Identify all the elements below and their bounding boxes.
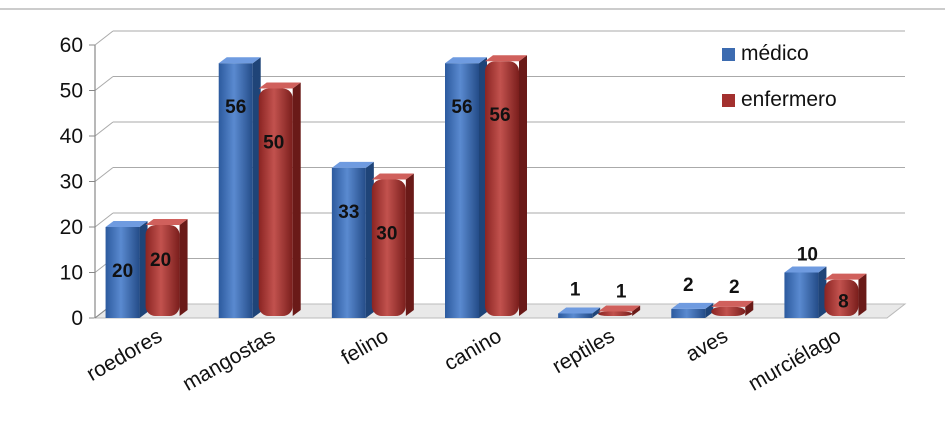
data-label: 56 [451, 97, 472, 118]
bar-enfermero-reptiles [598, 305, 641, 316]
y-tick-label: 10 [60, 262, 83, 285]
bar-top [105, 221, 148, 227]
data-label: 8 [838, 292, 849, 313]
data-label: 20 [150, 250, 171, 271]
legend-swatch [722, 94, 735, 107]
bar-side [745, 300, 754, 316]
bar-enfermero-aves [711, 300, 754, 316]
bar-front [784, 272, 819, 318]
bar-top [145, 219, 188, 225]
legend-label: médico [741, 42, 809, 65]
bar-top [558, 307, 601, 314]
bar-enfermero-murciélago [824, 273, 867, 316]
bar-top [671, 302, 714, 309]
bar-front [105, 227, 140, 318]
bar-front [331, 167, 366, 318]
bar-side [179, 219, 188, 316]
bar-side [858, 273, 867, 316]
bar-front [218, 63, 253, 319]
bar-enfermero-canino [485, 55, 527, 317]
bar-side [519, 55, 527, 316]
bar-médico-reptiles [558, 307, 601, 318]
bar-enfermero-mangostas [258, 82, 301, 316]
x-tick-label: felino [337, 324, 392, 369]
bar-side [632, 305, 641, 316]
y-tick-label: 20 [60, 216, 83, 239]
bars [105, 55, 867, 319]
legend: médico enfermero [722, 42, 837, 111]
bar-front [598, 311, 633, 316]
bar-top [598, 305, 641, 312]
bar-front [671, 308, 706, 318]
data-label: 33 [338, 202, 359, 223]
bar-front [558, 313, 593, 318]
data-label: 1 [616, 281, 627, 302]
bar-front [258, 88, 293, 316]
x-tick-label: aves [682, 324, 732, 366]
y-tick-label: 60 [60, 34, 83, 57]
x-tick-label: reptiles [549, 324, 619, 378]
gridline-depth [94, 167, 114, 182]
bar-front [711, 306, 746, 316]
gridline-depth [94, 121, 114, 137]
gridline-depth [94, 76, 114, 91]
legend-label: enfermero [741, 88, 837, 111]
bar-front [145, 225, 180, 316]
x-tick-label: mangostas [179, 324, 279, 395]
bar-médico-aves [671, 302, 714, 318]
y-tick-label: 0 [71, 307, 83, 330]
data-label: 30 [376, 224, 397, 245]
bar-side [405, 173, 414, 316]
bar-front [445, 63, 479, 319]
bar-side [292, 82, 301, 316]
bar-médico-canino [445, 57, 487, 319]
bar-front [824, 279, 859, 316]
bar-top [371, 173, 414, 180]
data-label: 56 [489, 105, 510, 126]
data-label: 2 [729, 277, 740, 298]
bar-top [485, 55, 527, 62]
bar-médico-murciélago [784, 266, 827, 318]
bar-médico-roedores [105, 221, 148, 318]
data-label: 50 [263, 133, 284, 154]
gridline-depth [94, 212, 114, 228]
data-label: 56 [225, 97, 246, 118]
x-tick-label: murciélago [744, 324, 844, 395]
y-axis-ticks: 0 10 20 30 40 50 60 [60, 34, 83, 330]
bar-top [824, 273, 867, 280]
data-labels: 20 20 56 50 33 30 56 56 1 1 2 2 10 8 [112, 97, 849, 312]
y-tick-label: 30 [60, 171, 83, 194]
bar-top [331, 161, 374, 168]
x-tick-label: canino [440, 324, 505, 375]
data-label: 2 [683, 275, 694, 296]
x-axis-ticks: roedores mangostas felino canino reptiles ave… [83, 324, 845, 395]
y-tick-label: 50 [60, 80, 83, 103]
y-tick-label: 40 [60, 125, 83, 148]
bar-top [711, 300, 754, 307]
data-label: 20 [112, 261, 133, 282]
bar-top [784, 266, 827, 273]
bar-front [371, 179, 406, 316]
x-tick-label: roedores [83, 324, 166, 385]
bar-top [258, 82, 301, 89]
bar-top [218, 57, 261, 64]
bar-médico-felino [331, 161, 374, 318]
bar-enfermero-felino [371, 173, 414, 316]
legend-swatch [722, 48, 735, 61]
data-label: 10 [797, 245, 818, 266]
bar-enfermero-roedores [145, 219, 188, 316]
bar-front [485, 61, 519, 317]
gridline-depth [94, 30, 114, 46]
bar-side [705, 302, 714, 318]
bar-top [445, 57, 487, 64]
data-label: 1 [570, 279, 581, 300]
bar-side [592, 307, 601, 318]
